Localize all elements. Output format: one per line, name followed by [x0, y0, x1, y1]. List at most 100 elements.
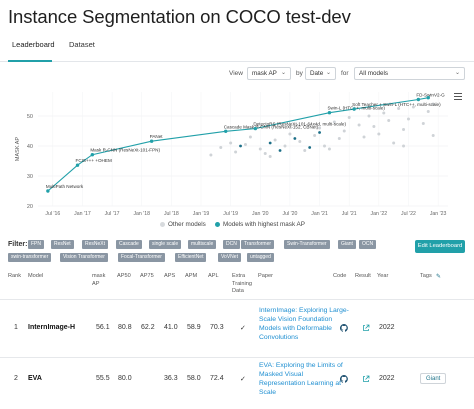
github-icon[interactable]	[340, 375, 348, 383]
result-link-icon[interactable]	[362, 324, 370, 332]
chart-point-other	[293, 137, 297, 140]
chart-point-other	[402, 128, 406, 131]
chart-point-other	[243, 143, 247, 146]
chart-point-other	[308, 146, 312, 149]
filter-chip-single-scale[interactable]: single scale	[149, 240, 182, 249]
chart-point-other	[377, 132, 381, 136]
filter-chip-cascade[interactable]: Cascade	[116, 240, 142, 249]
legend-highest-models[interactable]: Models with highest mask AP	[215, 221, 305, 228]
chart-point-other	[258, 147, 262, 151]
x-tick-label: Jan '23	[430, 211, 447, 217]
chart-point-sota	[75, 163, 80, 167]
for-select-value: All models	[359, 70, 389, 77]
github-icon[interactable]	[340, 324, 348, 332]
sota-line	[47, 97, 429, 192]
by-select[interactable]: Date ⌄	[305, 67, 336, 80]
row-model-link[interactable]: InternImage-H	[28, 324, 76, 331]
edit-leaderboard-button[interactable]: Edit Leaderboard	[415, 240, 465, 253]
legend-dot-icon	[215, 221, 220, 227]
chart-point-sota	[149, 139, 154, 143]
x-tick-label: Jan '18	[133, 211, 150, 217]
filter-chip-resnet[interactable]: ResNet	[51, 240, 74, 249]
col-mask-ap[interactable]: mask AP	[92, 273, 106, 287]
x-tick-label: Jan '22	[371, 211, 388, 217]
tab-leaderboard[interactable]: Leaderboard	[12, 40, 55, 49]
col-code: Code	[333, 273, 347, 279]
x-tick-label: Jul '22	[401, 211, 416, 217]
row-ap50: 80.8	[118, 324, 132, 331]
col-ap75[interactable]: AP75	[140, 273, 154, 279]
col-aps[interactable]: APS	[164, 273, 176, 279]
filter-chip-ocn[interactable]: OCN	[359, 240, 377, 249]
filter-chip-multiscale[interactable]: multiscale	[188, 240, 217, 249]
chart-point-other	[411, 105, 415, 109]
filter-chip-vision-transformer[interactable]: Vision Transformer	[60, 253, 108, 262]
edit-icon[interactable]: ✎	[436, 274, 442, 280]
by-select-value: Date	[310, 70, 324, 77]
row-rank: 1	[14, 324, 18, 331]
col-model[interactable]: Model	[28, 273, 44, 279]
chevron-down-icon: ⌄	[325, 70, 331, 76]
hamburger-icon[interactable]	[454, 93, 462, 101]
chart-point-other	[332, 120, 336, 124]
chart-point-other	[406, 117, 410, 121]
sota-point-label: PANet	[150, 134, 164, 139]
chart-point-other	[431, 102, 435, 106]
tab-dataset[interactable]: Dataset	[69, 40, 95, 49]
table-header: Rank Model mask AP AP50 AP75 APS APM APL…	[0, 273, 474, 299]
legend-other-models[interactable]: Other models	[160, 221, 206, 228]
filter-chip-focal-transformer[interactable]: Focal-Transformer	[118, 253, 165, 262]
for-select[interactable]: All models ⌄	[354, 67, 465, 80]
col-ap50[interactable]: AP50	[117, 273, 131, 279]
chart-point-other	[313, 134, 317, 137]
chart-point-other	[239, 144, 242, 148]
col-apm[interactable]: APM	[185, 273, 198, 279]
col-extra-training-data[interactable]: Extra Training Data	[232, 273, 253, 294]
chart-point-other	[357, 123, 361, 127]
x-tick-label: Jul '16	[45, 211, 60, 217]
by-label: by	[296, 70, 303, 77]
chart-point-other	[337, 137, 341, 140]
chart-point-other	[342, 129, 346, 133]
chart-point-sota	[253, 126, 258, 131]
row-model-link[interactable]: EVA	[28, 375, 42, 382]
filter-chip-dcn[interactable]: DCN	[223, 240, 240, 249]
check-icon: ✓	[240, 325, 246, 332]
x-tick-label: Jul '18	[164, 211, 179, 217]
active-tab-indicator	[8, 60, 52, 62]
chart-point-sota	[46, 189, 50, 193]
y-tick-label: 30	[27, 174, 33, 180]
view-select[interactable]: mask AP ⌄	[247, 67, 291, 80]
filter-chip-giant[interactable]: Giant	[338, 240, 356, 249]
row-mask-ap: 55.5	[96, 375, 110, 382]
filter-chip-efficientnet[interactable]: EfficientNet	[175, 253, 207, 262]
col-rank[interactable]: Rank	[8, 273, 22, 279]
chart-point-other	[268, 141, 272, 145]
chart-point-other	[347, 116, 351, 119]
filter-chip-resnext[interactable]: ResNeXt	[82, 240, 109, 249]
y-tick-label: 20	[27, 204, 33, 210]
sota-point-label: FCIS+++ +OHEM	[76, 158, 112, 163]
paper-link[interactable]: InternImage: Exploring Large-Scale Visio…	[259, 307, 349, 341]
filter-chip-transformer[interactable]: Transformer	[241, 240, 275, 249]
chart-point-other	[283, 144, 287, 148]
sota-point-label: DetectoRS (ResNeXt-101-64x4d, multi-scal…	[253, 122, 346, 127]
filter-chip-swin-transformer-lower[interactable]: swin-transformer	[8, 253, 52, 262]
x-tick-label: Jan '19	[193, 211, 210, 217]
table-row: 1 InternImage-H 56.1 80.8 62.2 41.0 58.9…	[0, 299, 474, 357]
filter-chip-untagged[interactable]: untagged	[247, 253, 274, 262]
paper-link[interactable]: EVA: Exploring the Limits of Masked Visu…	[259, 362, 343, 396]
filter-chip-vovnet[interactable]: VoVNet	[218, 253, 241, 262]
y-tick-label: 40	[27, 144, 33, 150]
sota-point-label: Soft Teacher + Swin-L (HTC++, multi-scal…	[352, 102, 441, 107]
col-apl[interactable]: APL	[208, 273, 219, 279]
chart-point-other	[268, 155, 272, 158]
result-link-icon[interactable]	[362, 375, 370, 383]
col-year[interactable]: Year	[377, 273, 389, 279]
filter-chip-fpn[interactable]: FPN	[28, 240, 44, 249]
for-label: for	[341, 70, 349, 77]
table-divider	[0, 299, 474, 300]
row-ap75: 62.2	[141, 324, 155, 331]
tag-giant[interactable]: Giant	[420, 373, 447, 384]
filter-chip-swin-transformer[interactable]: Swin-Transformer	[284, 240, 330, 249]
